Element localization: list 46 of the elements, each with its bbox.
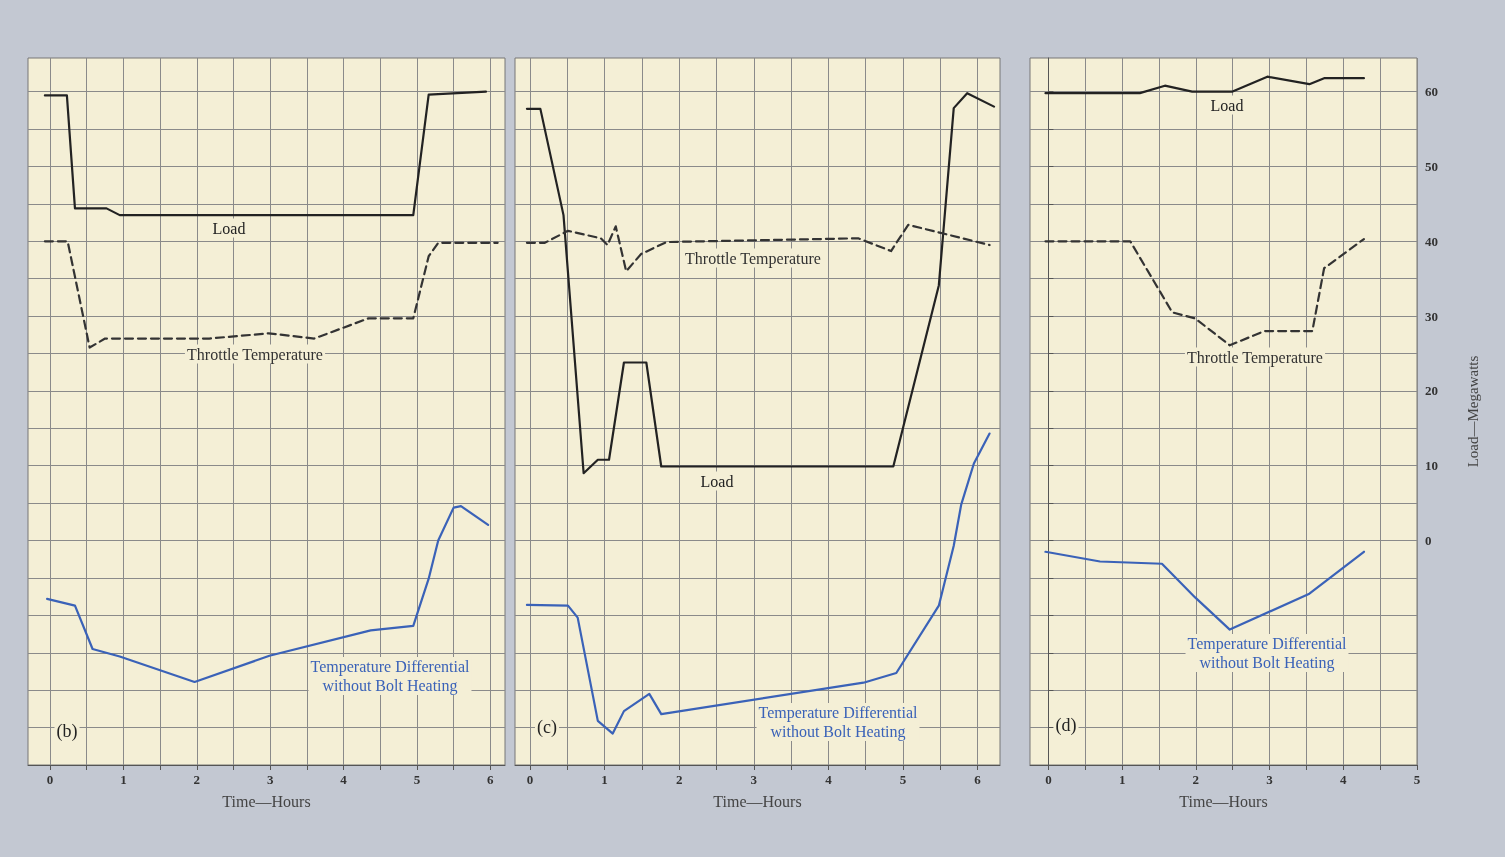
series-label: Temperature Differential without Bolt Heating	[310, 658, 471, 695]
y-tick-label: 30	[1425, 308, 1438, 324]
series-label: Load	[700, 472, 734, 490]
annotation: (d)	[1055, 715, 1077, 736]
x-tick-label: 6	[487, 772, 495, 787]
x-tick-label: 1	[601, 772, 608, 787]
y-tick-label: 0	[1425, 533, 1432, 549]
series-label: Throttle Temperature	[685, 249, 821, 268]
x-tick-label: 1	[1118, 772, 1126, 787]
x-tick-label: 4	[340, 772, 348, 787]
x-tick-label: 3	[750, 772, 758, 787]
line-series	[1044, 75, 1366, 95]
y-tick-label: 40	[1425, 233, 1438, 249]
y-tick-label: 10	[1425, 458, 1438, 474]
x-tick-label: 3	[1266, 772, 1274, 787]
text: Temperature Differential without Bolt Heating	[1187, 635, 1348, 672]
y-tick-label: 60	[1425, 84, 1438, 100]
x-tick-label: 0	[46, 772, 54, 787]
y-axis-title: Load—Megawatts	[1464, 355, 1481, 468]
x-tick-label: 0	[1045, 772, 1052, 787]
line-series	[1044, 550, 1366, 631]
x-tick-label: 1	[120, 772, 127, 787]
series-label: Load	[1210, 96, 1244, 114]
x-tick-label: 5	[1413, 772, 1421, 787]
series-label: Temperature Differential without Bolt Heating	[758, 704, 919, 741]
x-tick-label: 5	[899, 772, 907, 787]
x-tick-label: 2	[193, 772, 201, 787]
annotation: (b)	[56, 721, 78, 742]
x-tick-label: 2	[1192, 772, 1200, 787]
x-tick-label: 6	[974, 772, 982, 787]
series-label: Throttle Temperature	[1187, 348, 1323, 367]
x-tick-label: 5	[413, 772, 421, 787]
x-axis-title: Time—Hours	[713, 792, 802, 810]
x-tick-label: 4	[1340, 772, 1348, 787]
y-tick-label: 20	[1425, 383, 1438, 399]
y-tick-label: 50	[1425, 158, 1438, 174]
x-axis-title: Time—Hours	[1179, 792, 1268, 810]
line-series	[1044, 237, 1366, 347]
x-tick-label: 4	[825, 772, 833, 787]
series-label: Load	[212, 219, 246, 237]
series-label: Throttle Temperature	[187, 345, 323, 364]
x-tick-label: 2	[675, 772, 683, 787]
x-tick-label: 3	[266, 772, 274, 787]
x-axis-title: Time—Hours	[222, 792, 311, 810]
x-tick-label: 0	[526, 772, 534, 787]
annotation: (c)	[537, 717, 557, 738]
